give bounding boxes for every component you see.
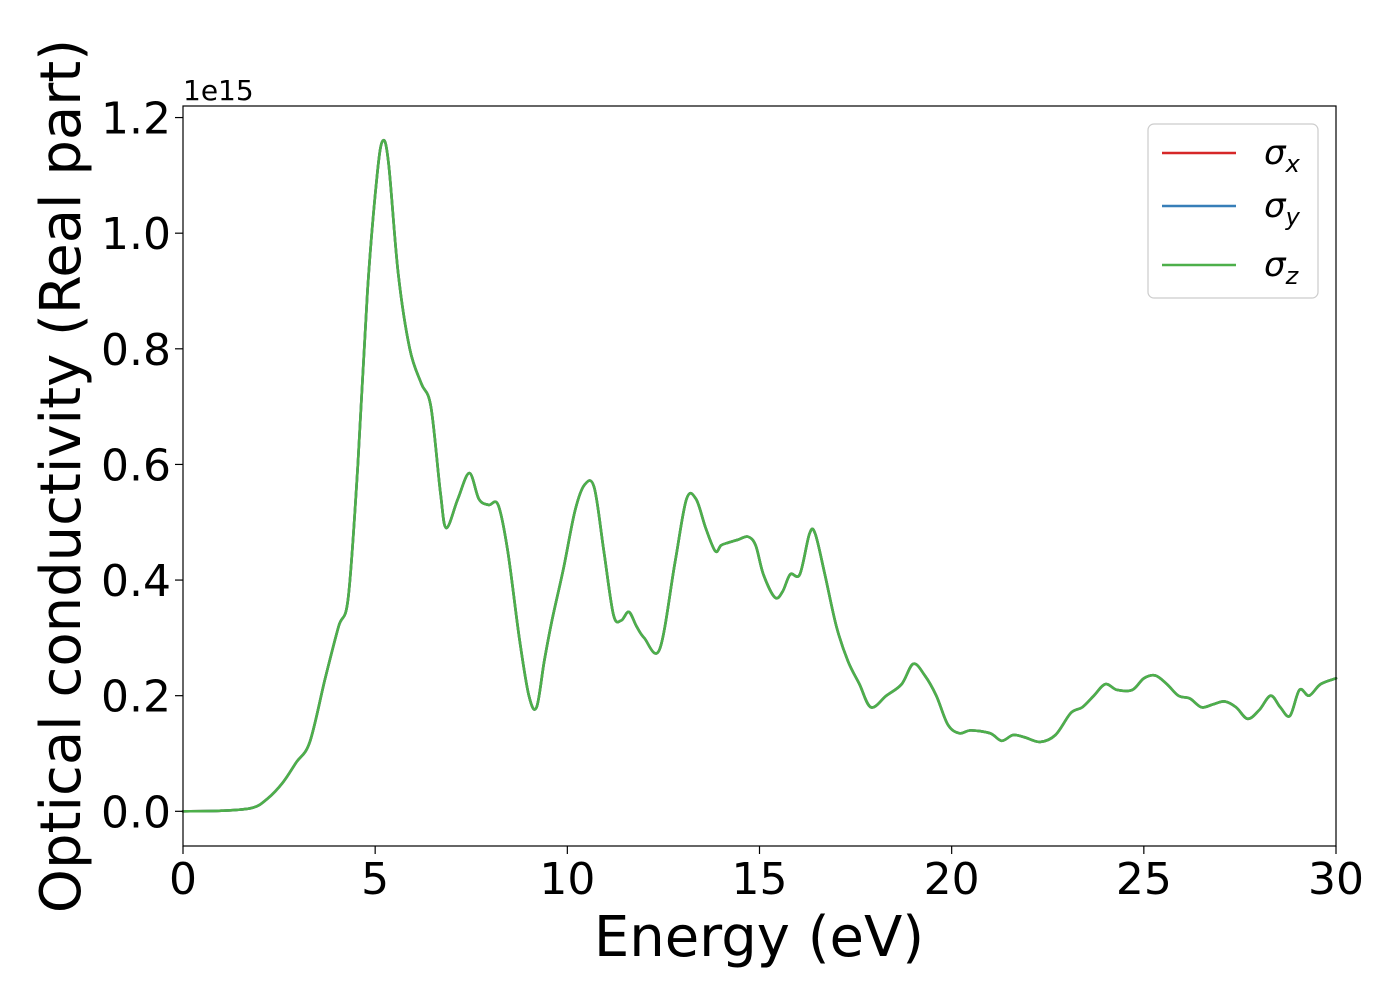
legend-box <box>1147 123 1319 299</box>
y-tick-label: 1.2 <box>101 94 171 145</box>
x-tick-label: 15 <box>732 854 788 905</box>
y-tick-label: 0.0 <box>101 787 171 838</box>
legend-label-2: σy <box>1264 186 1301 231</box>
y-tick-label: 0.6 <box>101 440 171 491</box>
legend-symbol: σ <box>1264 245 1287 285</box>
legend-subscript: y <box>1285 203 1301 231</box>
x-tick-label: 20 <box>924 854 980 905</box>
x-axis-ticks: 0 5 10 15 20 25 30 <box>169 846 1364 905</box>
x-axis-label: Energy (eV) <box>594 905 924 970</box>
y-tick-label: 0.2 <box>101 672 171 723</box>
series-layer <box>181 138 1338 813</box>
y-tick-label: 0.8 <box>101 325 171 376</box>
legend-label-3: σz <box>1264 245 1300 290</box>
y-offset-label: 1e15 <box>183 74 254 107</box>
legend-symbol: σ <box>1264 186 1287 226</box>
series-line-3 <box>181 138 1338 813</box>
legend-subscript: z <box>1285 262 1300 290</box>
x-tick-label: 30 <box>1308 854 1364 905</box>
y-tick-label: 1.0 <box>101 209 171 260</box>
x-tick-label: 0 <box>169 854 197 905</box>
x-tick-label: 25 <box>1116 854 1172 905</box>
legend-subscript: x <box>1285 150 1301 178</box>
y-tick-label: 0.4 <box>101 556 171 607</box>
x-tick-label: 5 <box>361 854 389 905</box>
y-axis-ticks: 0.0 0.2 0.4 0.6 0.8 1.0 1.2 <box>101 94 183 838</box>
x-tick-label: 10 <box>539 854 595 905</box>
legend-label-1: σx <box>1264 133 1301 178</box>
legend-symbol: σ <box>1264 133 1287 173</box>
y-axis-label: Optical conductivity (Real part) <box>29 39 94 913</box>
